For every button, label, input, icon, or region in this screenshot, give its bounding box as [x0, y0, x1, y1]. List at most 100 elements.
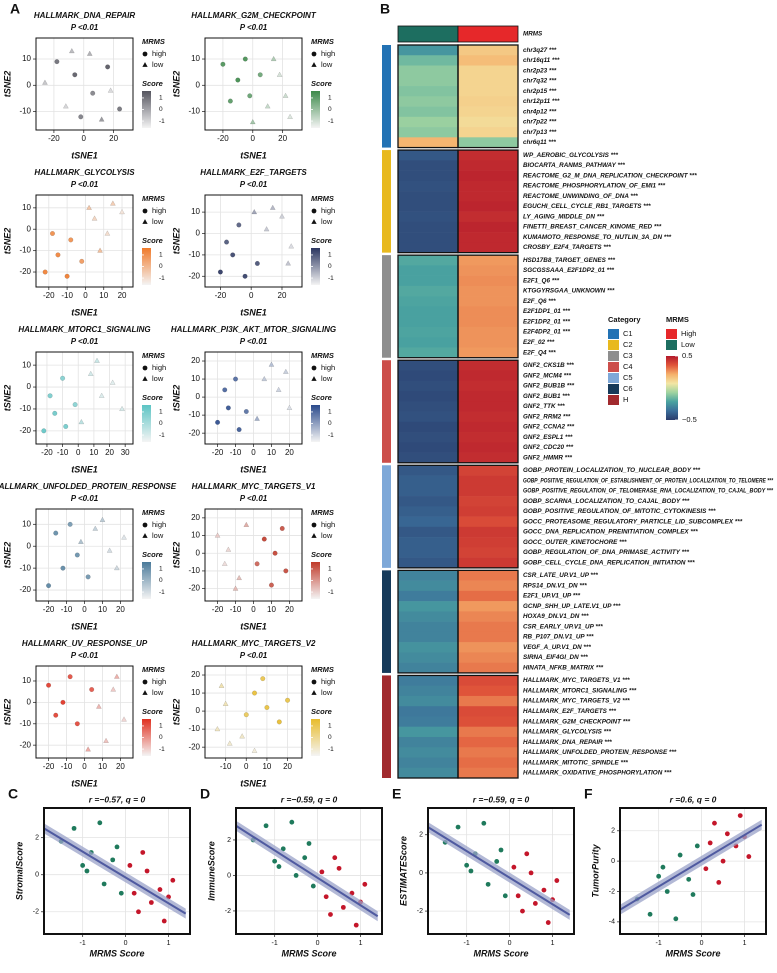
x-tick-label: -1	[464, 940, 470, 947]
point	[46, 583, 52, 589]
legend-title: MRMS	[142, 665, 165, 674]
fit-line	[619, 823, 763, 911]
point	[80, 863, 86, 868]
y-tick-label: 0	[196, 706, 201, 715]
point	[144, 868, 150, 874]
point	[269, 204, 276, 210]
x-tick-label: -10	[230, 605, 242, 614]
point	[97, 820, 103, 826]
point	[647, 911, 653, 917]
y-tick-label: 0	[227, 872, 231, 879]
header-label: MRMS	[523, 31, 543, 38]
heatmap-cell	[458, 347, 518, 359]
heatmap-cell	[458, 86, 518, 97]
point	[283, 568, 289, 574]
heatmap: MRMS chr3q27 *** chr16q11 *** chr2p23 *** ch…	[382, 25, 773, 779]
legend-marker	[142, 365, 148, 371]
point	[99, 516, 106, 522]
heatmap-cell	[458, 421, 518, 433]
point	[289, 819, 295, 825]
scatter-plot: -1 0 1 -2 0 2 r =−0.59, q = 0 MRMS Score ESTIMAT…	[398, 794, 575, 958]
legend-title: MRMS	[142, 194, 165, 203]
point	[91, 215, 98, 221]
row-label: E2F4DP2_01 ***	[523, 329, 570, 336]
scatter-plot: -20 -10 0 10 20-20-1001020HALLMARK_MYC_TARGE…	[171, 482, 335, 631]
y-tick-label: -10	[188, 410, 200, 419]
point	[106, 547, 113, 553]
y-tick-label: 0	[611, 858, 615, 865]
y-axis-label: ESTIMATEScore	[398, 836, 408, 906]
point	[677, 852, 683, 858]
row-label: REACTOME_G2_M_DNA_REPLICATION_CHECKPOINT…	[523, 172, 697, 179]
row-label: HALLMARK_GLYCOLYSIS ***	[523, 729, 611, 736]
colorbar-tick-label: 1	[159, 723, 163, 730]
heatmap-cell	[458, 265, 518, 276]
panel-label: A	[10, 1, 20, 17]
colorbar-tick-label: 1	[159, 252, 163, 259]
legend-swatch	[608, 362, 619, 372]
point	[703, 866, 709, 872]
panel-label: D	[200, 786, 210, 802]
group-border	[457, 44, 519, 149]
point	[306, 841, 312, 846]
point	[85, 746, 91, 752]
x-axis-label: tSNE1	[71, 778, 98, 788]
heatmap-cell	[458, 547, 518, 558]
point	[53, 530, 59, 536]
y-tick-label: -10	[188, 724, 200, 733]
colorbar	[142, 562, 151, 599]
point	[97, 247, 103, 253]
row-label: GOCC_PROTEASOME_REGULATORY_PARTICLE_LID_…	[523, 518, 743, 525]
panel-label: B	[380, 1, 390, 17]
point	[98, 392, 105, 398]
colorbar-tick-label: 1	[328, 723, 332, 730]
x-tick-label: 20	[116, 762, 125, 771]
legend-marker	[142, 208, 148, 214]
y-tick-label: 20	[191, 513, 200, 522]
point	[236, 222, 242, 228]
point	[524, 851, 530, 857]
point	[94, 357, 100, 363]
colorbar-tick-label: -1	[159, 118, 165, 125]
heatmap-cell	[458, 242, 518, 253]
row-label: GNF2_BUB1 ***	[523, 393, 570, 400]
point	[72, 72, 78, 78]
y-tick-label: 10	[22, 54, 31, 63]
point	[328, 912, 333, 917]
legend-title: MRMS	[311, 351, 334, 360]
colorbar-title: Score	[142, 79, 163, 88]
point	[119, 208, 125, 215]
heatmap-cell	[398, 601, 458, 612]
x-axis-label: MRMS Score	[665, 948, 720, 958]
colorbar-tick-label: 0	[328, 577, 332, 584]
point	[103, 737, 109, 743]
row-label: E2F1DP2_01 ***	[523, 318, 570, 325]
legend-label: low	[152, 374, 164, 383]
y-tick-label: -2	[609, 888, 615, 895]
point	[140, 850, 146, 855]
y-tick-label: -20	[188, 428, 200, 437]
point	[285, 260, 292, 266]
x-axis-label: tSNE1	[71, 150, 98, 160]
legend-label: C4	[623, 362, 633, 371]
point	[673, 916, 679, 922]
heatmap-cell	[458, 370, 518, 382]
colorbar-tick-label: -1	[159, 275, 165, 282]
group-border	[457, 464, 519, 569]
heatmap-cell	[398, 65, 458, 77]
heatmap-cell	[398, 191, 458, 202]
heatmap-cell	[398, 695, 458, 707]
point	[263, 226, 270, 232]
point	[222, 700, 229, 706]
row-label: LY_AGING_MIDDLE_DN ***	[523, 213, 605, 220]
row-label: HSD17B8_TARGET_GENES ***	[523, 257, 615, 264]
colorbar	[142, 248, 151, 285]
legend-label: low	[321, 688, 333, 697]
point	[279, 525, 285, 531]
y-tick-label: 2	[611, 828, 615, 835]
point	[468, 868, 474, 874]
heatmap-cell	[458, 296, 518, 307]
colorbar-tick-label: 0	[328, 420, 332, 427]
heatmap-cell	[458, 316, 518, 328]
